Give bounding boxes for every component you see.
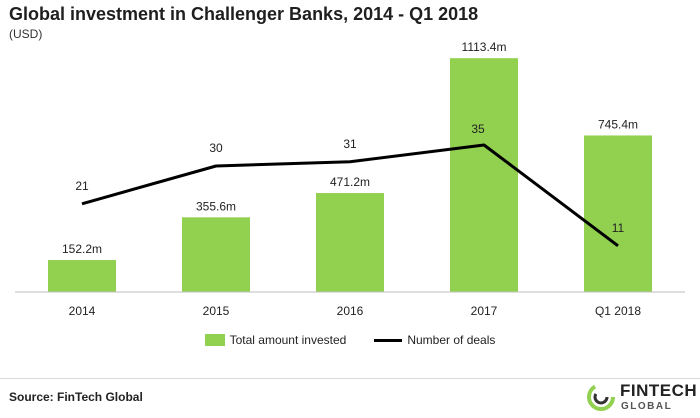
- chart-canvas: 152.2m 2014 355.6m 2015 471.2m 2016 1113.4m 201…: [15, 40, 685, 318]
- bar-label-2: 471.2m: [330, 175, 370, 189]
- logo-text-line1: FINTECH: [620, 381, 698, 400]
- footer-divider: [0, 378, 700, 379]
- bar-3: [450, 58, 518, 292]
- legend: Total amount invested Number of deals: [0, 333, 700, 347]
- x-tick-label-2: 2016: [337, 304, 364, 318]
- bar-1: [182, 217, 250, 292]
- line-label-2: 31: [343, 137, 357, 151]
- bar-4: [584, 135, 652, 292]
- bar-label-1: 355.6m: [196, 199, 236, 213]
- chart-title: Global investment in Challenger Banks, 2…: [9, 4, 479, 24]
- bar-2: [316, 193, 384, 292]
- legend-item-amount: Total amount invested: [204, 333, 347, 347]
- line-label-4: 11: [612, 221, 625, 235]
- logo-text-line2: GLOBAL: [621, 401, 673, 412]
- legend-label-deals: Number of deals: [407, 333, 496, 347]
- chart-subtitle: (USD): [9, 27, 43, 41]
- deals-line: [81, 143, 619, 247]
- legend-swatch-bar: [204, 334, 225, 346]
- bar-label-0: 152.2m: [62, 242, 102, 256]
- line-label-1: 30: [209, 141, 223, 155]
- fintech-global-logo: FINTECH GLOBAL: [586, 380, 698, 416]
- legend-swatch-line: [374, 338, 403, 342]
- x-tick-label-4: Q1 2018: [595, 304, 641, 318]
- line-label-0: 21: [75, 179, 89, 193]
- x-tick-label-0: 2014: [69, 304, 96, 318]
- legend-item-deals: Number of deals: [374, 333, 495, 347]
- legend-label-amount: Total amount invested: [229, 333, 347, 347]
- x-tick-label-3: 2017: [471, 304, 498, 318]
- logo-mark-icon: [587, 383, 615, 411]
- bar-label-3: 1113.4m: [462, 40, 507, 54]
- line-label-3: 35: [471, 122, 485, 136]
- bar-0: [48, 260, 116, 292]
- bar-label-4: 745.4m: [598, 117, 638, 131]
- source-note: Source: FinTech Global: [9, 390, 143, 404]
- x-tick-label-1: 2015: [203, 304, 230, 318]
